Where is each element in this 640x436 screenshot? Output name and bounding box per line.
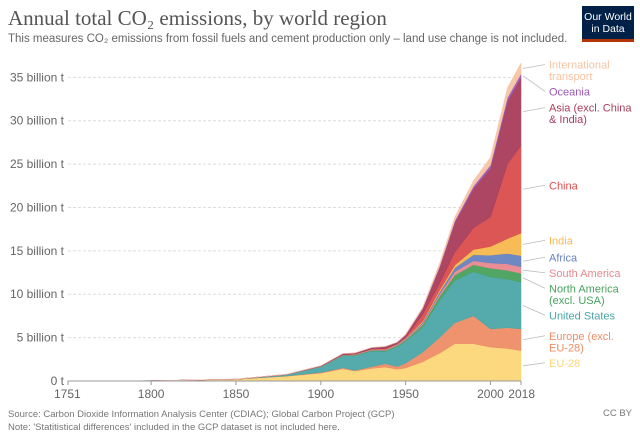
label-connector [522, 362, 546, 367]
label-connector [522, 305, 546, 316]
logo-line-2: in Data [591, 23, 625, 35]
area-layer [67, 62, 522, 382]
label-united-states: United States [549, 310, 616, 322]
x-tick-label: 1950 [392, 387, 419, 401]
label-connector [522, 256, 546, 262]
x-tick-label: 1850 [223, 387, 250, 401]
legend-labels: International transport Oceania Asia (excl.… [522, 59, 632, 370]
x-tick-label: 1800 [138, 387, 165, 401]
x-tick-label: 2018 [508, 387, 535, 401]
footnote: Note: 'Statitistical differences' includ… [8, 422, 340, 433]
label-connector [522, 239, 546, 245]
area-international-transport [67, 62, 522, 382]
label-north-america-excl-usa-: North America (excl. USA) [549, 283, 620, 307]
label-india: India [549, 235, 574, 247]
label-connector [522, 64, 546, 69]
logo-line-1: Our World [584, 11, 632, 23]
label-china: China [549, 180, 579, 192]
label-international-transport: International transport [549, 59, 610, 83]
y-tick-label: 20 billion t [10, 200, 65, 214]
source-note: Source: Carbon Dioxide Information Analy… [8, 409, 395, 420]
x-tick-label: 2000 [477, 387, 504, 401]
y-tick-label: 0 t [51, 374, 65, 388]
y-tick-label: 10 billion t [10, 287, 65, 301]
label-connector [522, 107, 546, 113]
x-tick-label: 1751 [54, 387, 81, 401]
chart-title: Annual total CO₂ emissions, by world reg… [8, 6, 387, 30]
axis-layer: 0 t 5 billion t 10 billion t 15 billion t 20… [10, 70, 535, 401]
label-connector [522, 184, 546, 190]
label-connector [522, 269, 546, 274]
chart-subtitle: This measures CO₂ emissions from fossil … [8, 33, 568, 45]
label-south-america: South America [549, 268, 621, 280]
label-eu-28: EU-28 [549, 358, 580, 370]
license-link[interactable]: CC BY [602, 408, 632, 419]
label-connector [522, 277, 546, 289]
y-tick-label: 5 billion t [17, 331, 65, 345]
label-connector [522, 335, 546, 341]
label-africa: Africa [549, 252, 578, 264]
y-tick-label: 25 billion t [10, 157, 65, 171]
label-connector [522, 75, 546, 92]
label-oceania: Oceania [549, 86, 591, 98]
y-tick-label: 30 billion t [10, 114, 65, 128]
label-asia-excl-china-india-: Asia (excl. China & India) [549, 103, 632, 127]
y-tick-label: 15 billion t [10, 244, 65, 258]
label-europe-excl-eu-28-: Europe (excl. EU-28) [549, 331, 614, 355]
x-tick-label: 1900 [307, 387, 334, 401]
owid-logo[interactable]: Our World in Data [582, 6, 634, 42]
y-tick-label: 35 billion t [10, 70, 65, 84]
